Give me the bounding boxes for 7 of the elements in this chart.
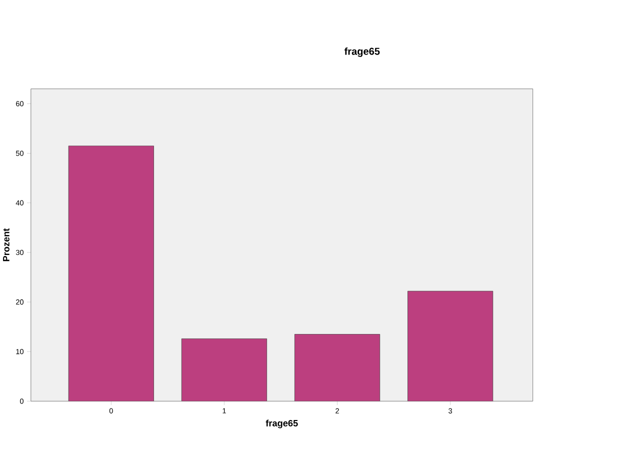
bar	[294, 334, 380, 402]
bar	[408, 290, 494, 402]
bar	[182, 338, 267, 402]
y-axis-title: Prozent	[3, 228, 10, 262]
bar	[68, 146, 154, 402]
x-axis-title: frage65	[266, 420, 298, 428]
chart-title: frage65	[344, 48, 380, 57]
